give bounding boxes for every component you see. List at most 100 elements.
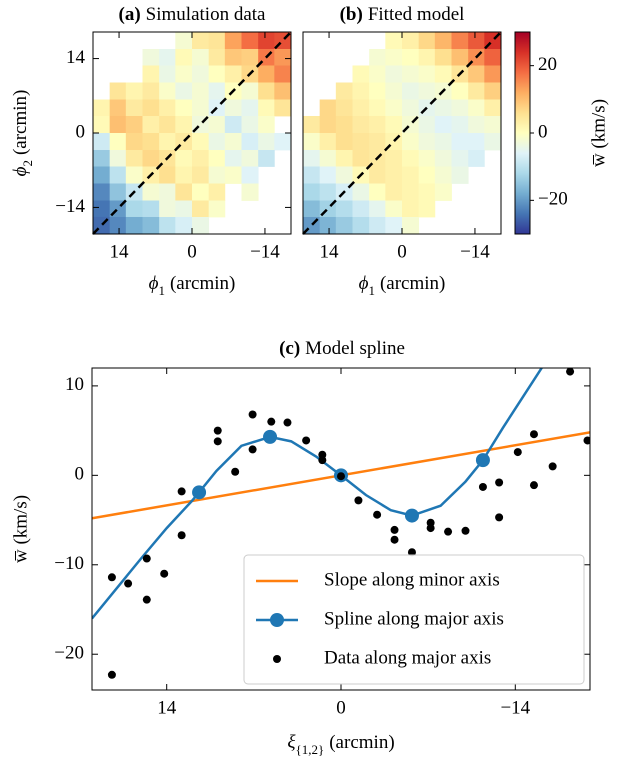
heatmap-cell <box>192 200 210 218</box>
heatmap-cell <box>175 49 193 66</box>
heatmap-cell <box>402 166 420 184</box>
heatmap-cell <box>468 133 485 151</box>
heatmap-cell <box>369 65 386 83</box>
heatmap-cell <box>241 82 259 100</box>
heatmap-cell <box>468 32 485 50</box>
heatmap-cell <box>335 82 353 100</box>
y-tick-label: 0 <box>76 121 86 142</box>
heatmap-cell <box>369 183 386 201</box>
colorbar-tick-label: −20 <box>538 189 568 210</box>
label-subscript: 2 <box>20 160 35 167</box>
heatmap-cell <box>208 150 226 167</box>
heatmap-cell <box>484 133 501 151</box>
data-point <box>566 368 575 376</box>
x-tick-label: 14 <box>320 241 340 262</box>
data-point <box>390 535 399 544</box>
y-tick-label: −20 <box>54 643 84 664</box>
heatmap-panel: 14 0 −14 (b) Fitted model ϕ1 (arcmin) −20 0 20 w̅ … <box>302 4 609 298</box>
heatmap-cell <box>468 99 485 117</box>
x-axis-label: ϕ1 (arcmin) <box>359 273 446 298</box>
heatmap-cell <box>93 99 111 117</box>
label-unit: (arcmin) <box>10 90 31 155</box>
heatmap-cell <box>418 82 436 100</box>
heatmap-cell <box>241 150 259 167</box>
heatmap-cell <box>402 49 420 66</box>
heatmap-cell <box>303 166 321 184</box>
legend-label: Data along major axis <box>324 647 491 668</box>
label-unit: (arcmin) <box>170 273 235 294</box>
knot-marker <box>263 429 278 444</box>
panel-title: (a) Simulation data <box>119 4 267 25</box>
heatmap-cell <box>208 115 226 134</box>
heatmap-cell <box>385 49 403 66</box>
heatmap-cell <box>385 150 403 167</box>
heatmap-cell <box>385 82 403 100</box>
heatmap-cell <box>93 150 111 167</box>
y-tick-label: 10 <box>65 374 84 395</box>
heatmap-cell <box>369 82 386 100</box>
heatmap-cell <box>402 200 420 218</box>
heatmap-cell <box>159 82 176 100</box>
heatmap-cell <box>352 150 370 167</box>
heatmap-cell <box>241 49 259 66</box>
data-point <box>142 554 151 563</box>
heatmap-cell <box>369 49 386 66</box>
heatmap-cell <box>319 183 337 201</box>
heatmap-cell <box>159 65 176 83</box>
data-point <box>107 670 116 679</box>
heatmap-cell <box>109 166 127 184</box>
heatmap-cell <box>451 99 469 117</box>
heatmap-cell <box>352 183 370 201</box>
heatmap-cell <box>335 216 353 234</box>
data-point <box>231 467 240 476</box>
heatmap-cell <box>352 82 370 100</box>
heatmap-cell <box>352 115 370 134</box>
heatmap-cell <box>142 200 160 218</box>
y-tick-label: −14 <box>55 196 85 217</box>
y-tick-label: −10 <box>54 553 84 574</box>
heatmap-cell <box>175 183 193 201</box>
data-point <box>548 462 557 471</box>
x-tick-label: −14 <box>250 241 280 262</box>
heatmap-cell <box>385 183 403 201</box>
heatmap-cell <box>109 133 127 151</box>
heatmap-cell <box>418 115 436 134</box>
heatmap-cell <box>192 32 210 50</box>
heatmap-cell <box>451 115 469 134</box>
heatmap-cell <box>369 200 386 218</box>
heatmap-cell <box>484 49 501 66</box>
heatmap-cell <box>303 115 321 134</box>
label-subscript: 1 <box>368 283 375 298</box>
data-point <box>373 510 382 519</box>
x-tick-label: 0 <box>397 241 407 262</box>
heatmap-cells <box>93 32 291 234</box>
heatmap-cell <box>142 65 160 83</box>
heatmap-cell <box>451 49 469 66</box>
heatmap-cell <box>125 150 143 167</box>
legend-marker <box>273 655 281 663</box>
heatmap-cell <box>434 166 452 184</box>
heatmap-cell <box>402 65 420 83</box>
data-point <box>267 417 276 426</box>
data-point <box>177 487 186 496</box>
data-point <box>160 569 169 578</box>
data-point <box>495 513 504 522</box>
heatmap-cell <box>175 115 193 134</box>
heatmap-cell <box>484 99 501 117</box>
heatmap-cell <box>369 216 386 234</box>
heatmap-cell <box>142 133 160 151</box>
heatmap-cell <box>369 115 386 134</box>
heatmap-cell <box>274 133 291 151</box>
data-point <box>337 472 345 481</box>
data-point <box>407 548 416 557</box>
colorbar-tick-label: 0 <box>538 121 548 142</box>
heatmap-cell <box>175 32 193 50</box>
heatmap-cell <box>159 183 176 201</box>
label-unit: (arcmin) <box>380 273 445 294</box>
heatmap-cell <box>175 200 193 218</box>
heatmap-cell <box>109 82 127 100</box>
heatmap-cell <box>274 49 291 66</box>
heatmap-cell <box>418 65 436 83</box>
